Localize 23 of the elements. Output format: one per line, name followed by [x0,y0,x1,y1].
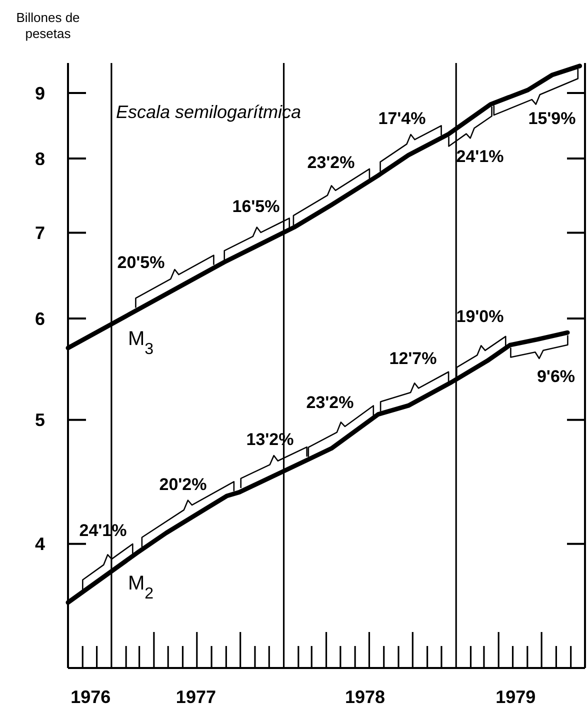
annotation: 16'5% [232,197,280,216]
x-tick-label: 1978 [344,687,386,707]
y-axis-title: Billones de pesetas [16,10,80,41]
x-tick-label: 1979 [496,687,536,707]
y-tick-label: 9 [34,83,46,104]
annotation: 15'9% [528,109,576,128]
annotation: 12'7% [389,349,437,368]
x-tick-label: 1976 [70,687,111,707]
y-tick-label: 8 [34,148,46,169]
y-tick-label: 5 [34,410,46,430]
annotation: 23'2% [307,153,355,172]
annotation: 17'4% [378,109,426,128]
annotation: 20'2% [159,475,207,494]
annotation: 9'6% [536,367,576,386]
x-tick-label: 1977 [176,687,216,707]
y-tick-label: 7 [34,223,46,244]
series-label: M$_{2}$ [128,572,154,602]
annotation: 19'0% [456,307,504,326]
y-tick-label: 4 [34,534,46,554]
annotation: 20'5% [117,253,165,272]
series-label: M$_{3}$ [128,328,154,358]
y-tick-label: 6 [34,308,46,329]
annotation: 23'2% [306,393,354,412]
